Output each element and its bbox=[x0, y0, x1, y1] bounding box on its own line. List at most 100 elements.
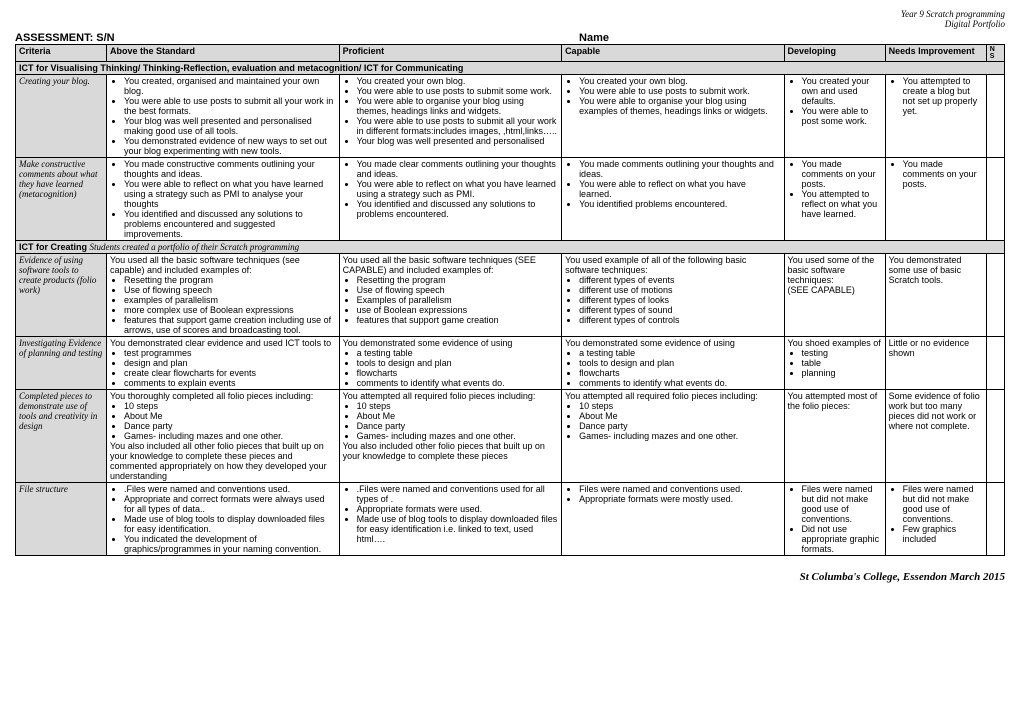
table-row: File structure .Files were named and con… bbox=[16, 482, 1005, 555]
list-item: table bbox=[802, 358, 882, 368]
table-row: Evidence of using software tools to crea… bbox=[16, 253, 1005, 336]
list-item: more complex use of Boolean expressions bbox=[124, 305, 336, 315]
list-item: comments to explain events bbox=[124, 378, 336, 388]
list-item: You identified and discussed any solutio… bbox=[357, 199, 558, 219]
list-item: different types of looks bbox=[579, 295, 780, 305]
section-header: ICT for Creating Students created a port… bbox=[16, 240, 1005, 253]
list-item: features that support game creation bbox=[357, 315, 558, 325]
list-item: 10 steps bbox=[124, 401, 336, 411]
list-item: You were able to use posts to submit all… bbox=[357, 116, 558, 136]
list-item: Appropriate formats were mostly used. bbox=[579, 494, 780, 504]
th: Capable bbox=[562, 44, 784, 61]
th: Criteria bbox=[16, 44, 107, 61]
list-item: You made comments on your posts. bbox=[903, 159, 983, 189]
list-item: tools to design and plan bbox=[579, 358, 780, 368]
list-item: You made constructive comments outlining… bbox=[124, 159, 336, 179]
list-item: Dance party bbox=[579, 421, 780, 431]
list-item: features that support game creation incl… bbox=[124, 315, 336, 335]
list-item: create clear flowcharts for events bbox=[124, 368, 336, 378]
list-item: Appropriate formats were used. bbox=[357, 504, 558, 514]
list-item: You demonstrated evidence of new ways to… bbox=[124, 136, 336, 156]
list-item: comments to identify what events do. bbox=[579, 378, 780, 388]
list-item: Few graphics included bbox=[903, 524, 983, 544]
criteria-cell: Make constructive comments about what th… bbox=[16, 157, 107, 240]
list-item: different use of motions bbox=[579, 285, 780, 295]
list-item: You identified problems encountered. bbox=[579, 199, 780, 209]
th: N S bbox=[986, 44, 1004, 61]
list-item: You created your own blog. bbox=[357, 76, 558, 86]
list-item: test programmes bbox=[124, 348, 336, 358]
list-item: About Me bbox=[357, 411, 558, 421]
list-item: About Me bbox=[579, 411, 780, 421]
list-item: flowcharts bbox=[357, 368, 558, 378]
list-item: different types of sound bbox=[579, 305, 780, 315]
list-item: Your blog was well presented and persona… bbox=[124, 116, 336, 136]
list-item: Resetting the program bbox=[357, 275, 558, 285]
list-item: Appropriate and correct formats were alw… bbox=[124, 494, 336, 514]
list-item: You were able to use posts to submit som… bbox=[357, 86, 558, 96]
list-item: comments to identify what events do. bbox=[357, 378, 558, 388]
list-item: Did not use appropriate graphic formats. bbox=[802, 524, 882, 554]
table-header-row: Criteria Above the Standard Proficient C… bbox=[16, 44, 1005, 61]
list-item: Files were named but did not make good u… bbox=[802, 484, 882, 524]
list-item: a testing table bbox=[579, 348, 780, 358]
list-item: You made comments outlining your thought… bbox=[579, 159, 780, 179]
list-item: Dance party bbox=[124, 421, 336, 431]
list-item: You indicated the development of graphic… bbox=[124, 534, 336, 554]
list-item: You were able to reflect on what you hav… bbox=[579, 179, 780, 199]
list-item: You were able to organise your blog usin… bbox=[579, 96, 780, 116]
list-item: 10 steps bbox=[357, 401, 558, 411]
list-item: examples of parallelism bbox=[124, 295, 336, 305]
list-item: You created your own and used defaults. bbox=[802, 76, 882, 106]
list-item: .Files were named and conventions used f… bbox=[357, 484, 558, 504]
th: Needs Improvement bbox=[885, 44, 986, 61]
table-row: Investigating Evidence of planning and t… bbox=[16, 336, 1005, 389]
th: Proficient bbox=[339, 44, 561, 61]
list-item: Files were named but did not make good u… bbox=[903, 484, 983, 524]
list-item: You attempted to reflect on what you hav… bbox=[802, 189, 882, 219]
list-item: Made use of blog tools to display downlo… bbox=[124, 514, 336, 534]
criteria-cell: Completed pieces to demonstrate use of t… bbox=[16, 389, 107, 482]
list-item: flowcharts bbox=[579, 368, 780, 378]
list-item: Use of flowing speech bbox=[124, 285, 336, 295]
list-item: Files were named and conventions used. bbox=[579, 484, 780, 494]
list-item: You were able to use posts to submit all… bbox=[124, 96, 336, 116]
th: Above the Standard bbox=[107, 44, 340, 61]
rubric-table: Criteria Above the Standard Proficient C… bbox=[15, 44, 1005, 556]
list-item: tools to design and plan bbox=[357, 358, 558, 368]
list-item: Games- including mazes and one other. bbox=[124, 431, 336, 441]
criteria-cell: Evidence of using software tools to crea… bbox=[16, 253, 107, 336]
assessment-label: ASSESSMENT: S/N bbox=[15, 32, 115, 44]
list-item: You were able to organise your blog usin… bbox=[357, 96, 558, 116]
list-item: You created your own blog. bbox=[579, 76, 780, 86]
criteria-cell: Investigating Evidence of planning and t… bbox=[16, 336, 107, 389]
section-header: ICT for Visualising Thinking/ Thinking-R… bbox=[16, 61, 1005, 74]
list-item: Resetting the program bbox=[124, 275, 336, 285]
list-item: Games- including mazes and one other. bbox=[357, 431, 558, 441]
header-subtitle: Year 9 Scratch programming Digital Portf… bbox=[15, 10, 1005, 30]
list-item: Use of flowing speech bbox=[357, 285, 558, 295]
list-item: You were able to post some work. bbox=[802, 106, 882, 126]
list-item: You attempted to create a blog but not s… bbox=[903, 76, 983, 116]
table-row: Make constructive comments about what th… bbox=[16, 157, 1005, 240]
table-row: Creating your blog. You created, organis… bbox=[16, 74, 1005, 157]
list-item: planning bbox=[802, 368, 882, 378]
th: Developing bbox=[784, 44, 885, 61]
list-item: You identified and discussed any solutio… bbox=[124, 209, 336, 239]
list-item: You created, organised and maintained yo… bbox=[124, 76, 336, 96]
list-item: different types of controls bbox=[579, 315, 780, 325]
list-item: Dance party bbox=[357, 421, 558, 431]
list-item: You made comments on your posts. bbox=[802, 159, 882, 189]
list-item: Games- including mazes and one other. bbox=[579, 431, 780, 441]
list-item: Examples of parallelism bbox=[357, 295, 558, 305]
footer: St Columba's College, Essendon March 201… bbox=[15, 571, 1005, 583]
header-row: ASSESSMENT: S/N Name bbox=[15, 32, 1005, 44]
list-item: You were able to reflect on what you hav… bbox=[357, 179, 558, 199]
list-item: You made clear comments outlining your t… bbox=[357, 159, 558, 179]
list-item: testing bbox=[802, 348, 882, 358]
list-item: a testing table bbox=[357, 348, 558, 358]
list-item: use of Boolean expressions bbox=[357, 305, 558, 315]
name-label: Name bbox=[579, 32, 609, 44]
list-item: Made use of blog tools to display downlo… bbox=[357, 514, 558, 544]
list-item: About Me bbox=[124, 411, 336, 421]
